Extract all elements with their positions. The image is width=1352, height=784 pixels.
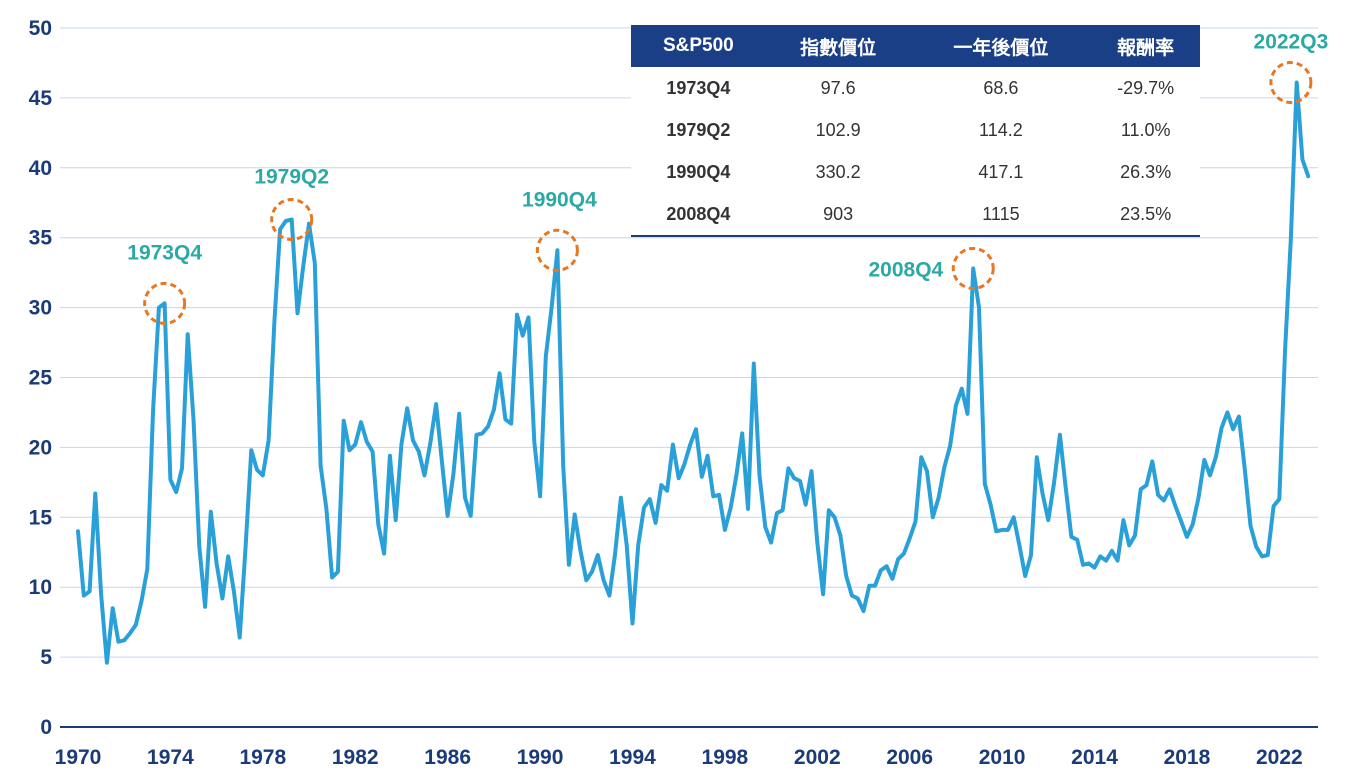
peak-highlight-circle bbox=[951, 246, 995, 290]
table-header-cell: 指數價位 bbox=[765, 25, 911, 67]
table-row-label: 1973Q4 bbox=[631, 67, 766, 109]
peak-highlight-circle bbox=[270, 198, 314, 242]
table-cell: 330.2 bbox=[765, 151, 911, 193]
peak-label: 1973Q4 bbox=[127, 241, 202, 264]
table-row: 1973Q4 97.6 68.6 -29.7% bbox=[631, 67, 1200, 109]
x-tick-label: 2006 bbox=[886, 746, 933, 769]
y-tick-label: 5 bbox=[40, 646, 52, 669]
table-header-cell: 報酬率 bbox=[1091, 25, 1200, 67]
x-tick-label: 2002 bbox=[794, 746, 841, 769]
peak-label: 1979Q2 bbox=[254, 166, 329, 189]
x-tick-label: 1970 bbox=[55, 746, 102, 769]
series-line bbox=[76, 80, 1311, 665]
peak-highlight-circle bbox=[143, 281, 187, 325]
peak-label: 2022Q3 bbox=[1254, 31, 1329, 54]
table-row: 1990Q4 330.2 417.1 26.3% bbox=[631, 151, 1200, 193]
table-cell: 97.6 bbox=[765, 67, 911, 109]
x-tick-label: 1974 bbox=[147, 746, 194, 769]
table-header-cell: S&P500 bbox=[631, 25, 766, 67]
summary-table: S&P500 指數價位 一年後價位 報酬率 1973Q4 97.6 68.6 -29.7% 1… bbox=[631, 25, 1200, 237]
x-tick-label: 2014 bbox=[1071, 746, 1118, 769]
table-row-label: 1990Q4 bbox=[631, 151, 766, 193]
table-cell: 23.5% bbox=[1091, 193, 1200, 236]
table-header-cell: 一年後價位 bbox=[910, 25, 1092, 67]
x-tick-label: 1990 bbox=[517, 746, 564, 769]
table-cell: 417.1 bbox=[910, 151, 1092, 193]
x-tick-label: 1982 bbox=[332, 746, 379, 769]
table-row-label: 2008Q4 bbox=[631, 193, 766, 236]
y-tick-label: 10 bbox=[29, 576, 52, 599]
x-tick-label: 2010 bbox=[979, 746, 1026, 769]
table-cell: 1115 bbox=[910, 193, 1092, 236]
axes: 0 5 10 15 20 25 30 35 40 45 50 1970 1974 1978 1982 1986… bbox=[29, 17, 1318, 769]
peak-label: 1990Q4 bbox=[522, 188, 597, 211]
y-tick-label: 25 bbox=[29, 367, 53, 390]
x-tick-label: 2022 bbox=[1256, 746, 1303, 769]
table-row: 1979Q2 102.9 114.2 11.0% bbox=[631, 109, 1200, 151]
peak-highlight-circle bbox=[1269, 61, 1313, 105]
table-body: 1973Q4 97.6 68.6 -29.7% 1979Q2 102.9 114.2 11.0… bbox=[631, 67, 1200, 236]
peak-highlight-circle bbox=[535, 228, 579, 272]
x-tick-label: 1978 bbox=[239, 746, 286, 769]
table-cell: 26.3% bbox=[1091, 151, 1200, 193]
table-header-row: S&P500 指數價位 一年後價位 報酬率 bbox=[631, 25, 1200, 67]
y-tick-label: 15 bbox=[29, 506, 53, 529]
x-tick-label: 2018 bbox=[1164, 746, 1211, 769]
x-tick-label: 1986 bbox=[424, 746, 471, 769]
peak-label: 2008Q4 bbox=[868, 258, 943, 281]
table-cell: 102.9 bbox=[765, 109, 911, 151]
table-row: 2008Q4 903 1115 23.5% bbox=[631, 193, 1200, 236]
y-tick-label: 50 bbox=[29, 17, 52, 40]
table-row-label: 1979Q2 bbox=[631, 109, 766, 151]
y-tick-label: 0 bbox=[40, 716, 52, 739]
table-cell: -29.7% bbox=[1091, 67, 1200, 109]
x-tick-label: 1994 bbox=[609, 746, 656, 769]
y-tick-label: 20 bbox=[29, 436, 52, 459]
x-tick-label: 1998 bbox=[702, 746, 749, 769]
y-tick-label: 30 bbox=[29, 297, 52, 320]
table-cell: 114.2 bbox=[910, 109, 1092, 151]
y-tick-label: 45 bbox=[29, 87, 53, 110]
y-tick-label: 35 bbox=[29, 227, 53, 250]
table-cell: 11.0% bbox=[1091, 109, 1200, 151]
series-layer bbox=[76, 80, 1311, 665]
y-tick-label: 40 bbox=[29, 157, 52, 180]
table-cell: 903 bbox=[765, 193, 911, 236]
table-cell: 68.6 bbox=[910, 67, 1092, 109]
